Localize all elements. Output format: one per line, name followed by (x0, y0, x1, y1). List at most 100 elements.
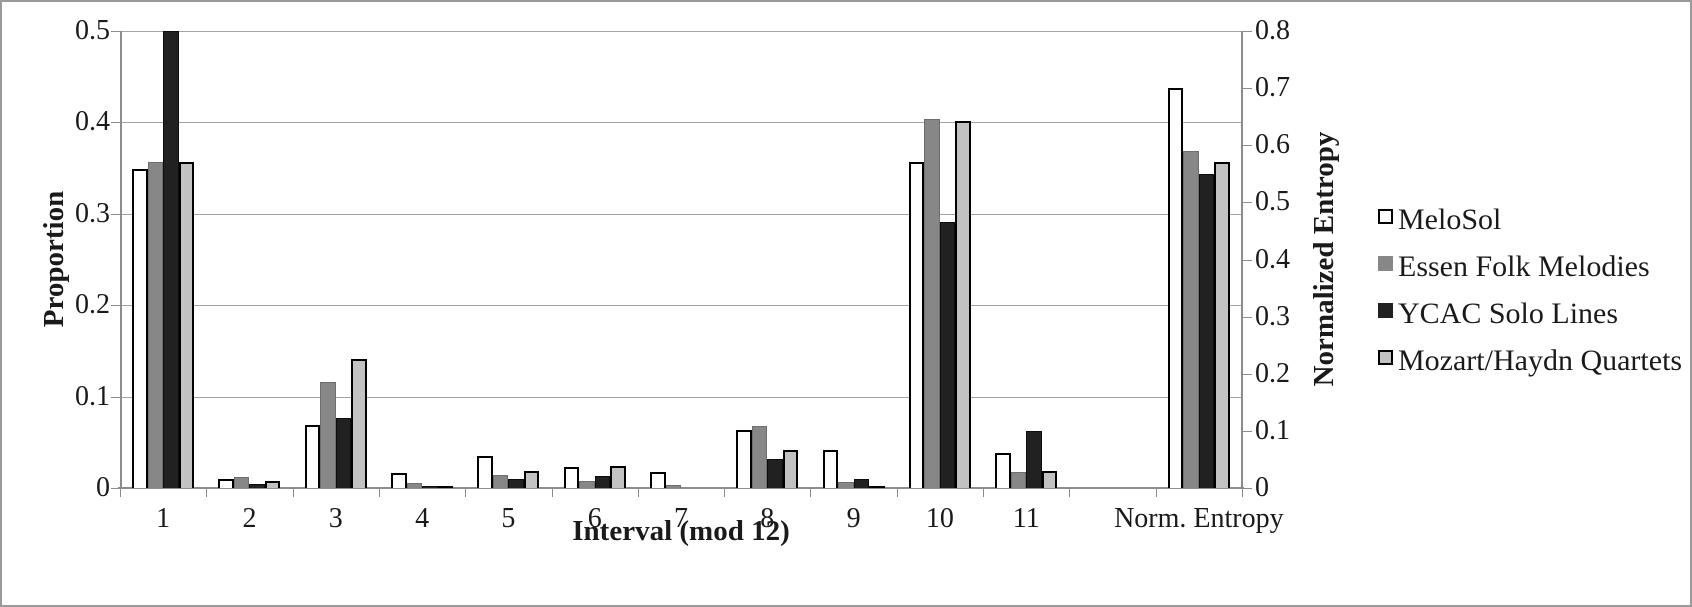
bar-ycac-solo-lines-interval-8 (767, 458, 783, 488)
bar-ycac-solo-lines-interval-2 (249, 484, 265, 488)
bar-ycac-solo-lines-interval-6 (594, 476, 611, 488)
bar-ycac-solo-lines-interval-10 (939, 222, 956, 488)
legend-entry: Mozart/Haydn Quartets (1378, 344, 1682, 391)
bar-melosol-interval-1 (132, 169, 148, 488)
bar-melosol-interval-3 (304, 424, 321, 488)
x-category-label: 7 (674, 503, 688, 534)
x-axis-tick (1155, 489, 1157, 497)
x-category-label: 11 (1012, 503, 1040, 534)
bar-essen-folk-melodies-interval-2 (233, 477, 250, 488)
legend-swatch-essen-folk-melodies (1378, 256, 1393, 271)
x-category-label: 3 (328, 503, 343, 534)
bar-melosol-interval-8 (736, 430, 752, 488)
right-axis-tick (1243, 259, 1252, 261)
bar-mozart-haydn-quartets-norm-entropy (1214, 162, 1230, 488)
x-axis-tick (896, 489, 898, 497)
bottom-axis-line (118, 487, 1244, 489)
right-axis-tick (1243, 88, 1252, 90)
left-axis-tick-label: 0.2 (75, 289, 110, 321)
right-axis-tick-label: 0.6 (1255, 129, 1290, 161)
x-category-label: 2 (242, 503, 257, 534)
bar-essen-folk-melodies-interval-10 (924, 118, 940, 488)
bar-mozart-haydn-quartets-interval-6 (610, 466, 626, 488)
right-axis-tick-label: 0.2 (1255, 357, 1290, 389)
x-axis-tick (465, 489, 467, 497)
right-axis-tick-label: 0.3 (1255, 300, 1290, 332)
legend-entry: YCAC Solo Lines (1378, 297, 1682, 344)
bar-melosol-interval-4 (391, 473, 407, 488)
bar-ycac-solo-lines-norm-entropy (1198, 173, 1215, 488)
x-axis-tick (120, 489, 121, 497)
x-axis-tick (1242, 489, 1243, 497)
x-axis-tick (1069, 489, 1071, 497)
bar-melosol-interval-6 (563, 466, 580, 488)
bar-essen-folk-melodies-interval-6 (579, 480, 595, 488)
right-axis-tick-label: 0.1 (1255, 414, 1290, 446)
left-axis-tick (111, 305, 120, 307)
x-category-label: 9 (846, 503, 861, 534)
legend-entry: Essen Folk Melodies (1378, 250, 1682, 297)
bar-essen-folk-melodies-interval-5 (492, 475, 509, 488)
left-axis-tick-label: 0.3 (75, 197, 110, 229)
left-axis-tick (111, 31, 120, 32)
bar-mozart-haydn-quartets-interval-9 (869, 486, 885, 489)
x-axis-tick (637, 489, 639, 497)
x-category-label: 6 (587, 503, 602, 534)
legend-label: MeloSol (1398, 203, 1502, 236)
x-category-label: Norm. Entropy (1114, 503, 1284, 534)
right-axis-tick-label: 0.7 (1255, 72, 1290, 104)
x-axis-tick (724, 489, 726, 497)
legend-label: YCAC Solo Lines (1398, 297, 1619, 330)
bar-ycac-solo-lines-interval-5 (508, 478, 524, 488)
x-category-label: 4 (415, 503, 430, 534)
x-category-label: 8 (760, 503, 775, 534)
left-axis-tick (111, 488, 120, 489)
bar-melosol-interval-9 (822, 449, 839, 488)
left-axis-tick-label: 0 (96, 472, 110, 503)
bar-essen-folk-melodies-interval-11 (1010, 472, 1027, 488)
x-axis-tick (983, 489, 985, 497)
bar-mozart-haydn-quartets-interval-1 (178, 161, 195, 488)
left-axis-tick-label: 0.5 (75, 15, 110, 46)
bar-melosol-interval-7 (650, 471, 666, 488)
right-axis-tick (1243, 145, 1252, 147)
right-axis-tick (1243, 202, 1252, 204)
legend-swatch-ycac-solo-lines (1378, 303, 1393, 318)
bar-melosol-interval-10 (908, 161, 925, 488)
right-axis-tick (1243, 373, 1252, 375)
left-axis-tick (111, 122, 120, 124)
gridline (120, 31, 1242, 32)
right-axis-tick (1243, 488, 1252, 489)
right-axis-tick (1243, 430, 1252, 432)
legend-swatch-melosol (1378, 209, 1393, 224)
legend: MeloSol Essen Folk Melodies YCAC Solo Line… (1378, 203, 1682, 391)
bar-melosol-interval-2 (218, 478, 234, 488)
bar-melosol-interval-5 (477, 456, 493, 488)
bar-essen-folk-melodies-interval-4 (406, 482, 423, 488)
right-axis-tick-label: 0.8 (1255, 15, 1290, 46)
bar-essen-folk-melodies-norm-entropy (1183, 150, 1199, 488)
left-axis-tick-label: 0.1 (75, 380, 110, 412)
gridline (120, 396, 1242, 398)
bar-melosol-norm-entropy (1167, 88, 1184, 488)
left-axis-tick (111, 396, 120, 398)
bar-mozart-haydn-quartets-interval-3 (351, 359, 367, 488)
right-axis-title: Normalized Entropy (1308, 131, 1340, 387)
right-axis-tick (1243, 31, 1252, 32)
x-axis-tick (551, 489, 553, 497)
bar-essen-folk-melodies-interval-9 (838, 481, 854, 488)
bar-mozart-haydn-quartets-interval-5 (523, 470, 540, 488)
right-axis-line (1241, 31, 1243, 488)
right-axis-tick (1243, 316, 1252, 318)
x-axis-title: Interval (mod 12) (572, 515, 790, 547)
x-axis-tick (292, 489, 294, 497)
bar-essen-folk-melodies-interval-7 (665, 485, 681, 488)
legend-label: Mozart/Haydn Quartets (1398, 344, 1683, 377)
gridline (120, 213, 1242, 215)
bar-mozart-haydn-quartets-interval-10 (955, 120, 971, 488)
gridline (120, 122, 1242, 124)
bar-essen-folk-melodies-interval-8 (751, 425, 768, 488)
bar-mozart-haydn-quartets-interval-11 (1041, 470, 1058, 488)
bar-mozart-haydn-quartets-interval-4 (437, 486, 454, 489)
bar-essen-folk-melodies-interval-1 (147, 161, 164, 488)
